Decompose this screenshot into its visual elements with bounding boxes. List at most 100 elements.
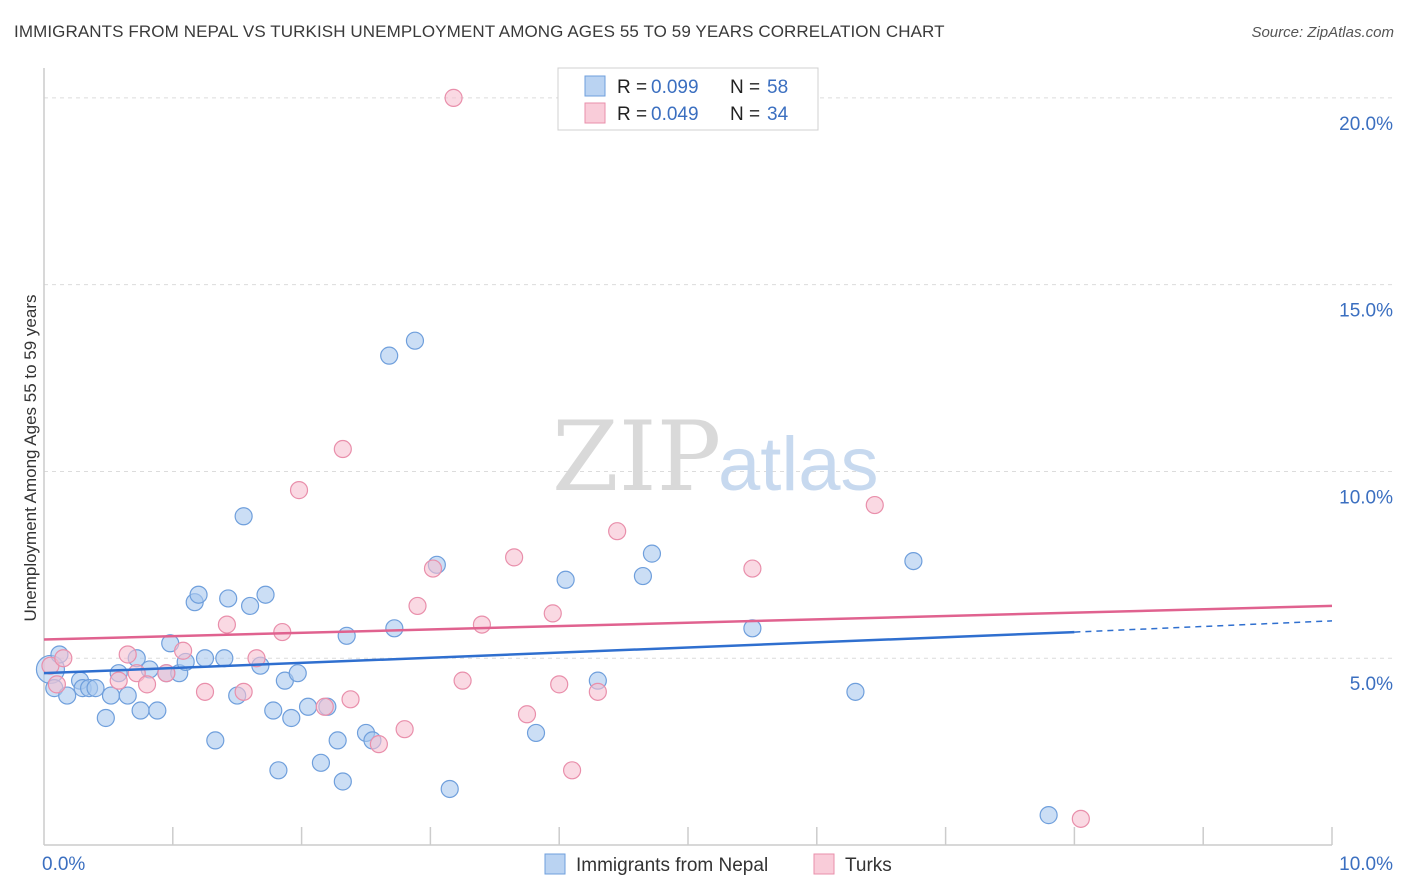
turks-point [423, 559, 443, 578]
turks-point [472, 615, 492, 634]
turks-point [517, 705, 537, 724]
turks-point [137, 675, 157, 694]
turks-point [543, 604, 562, 623]
turks-point [608, 522, 627, 541]
trend-layer [43, 604, 1333, 675]
watermark-atlas: atlas [718, 422, 879, 507]
source-label: Source: ZipAtlas.com [1251, 24, 1394, 41]
grid [44, 97, 1394, 659]
bottom-legend: Immigrants from Nepal Turks [544, 853, 892, 876]
bottom-legend-swatch-turks [813, 853, 835, 875]
legend-n-label-turks: N = [730, 104, 760, 125]
nepal-point [311, 753, 331, 772]
nepal-point [282, 708, 301, 728]
turks-point [217, 615, 236, 634]
turks-point [408, 596, 427, 616]
chart-title: IMMIGRANTS FROM NEPAL VS TURKISH UNEMPLO… [14, 22, 945, 41]
nepal-point [846, 682, 865, 701]
legend-r-label-nepal: R = [617, 77, 647, 98]
nepal-point [328, 731, 347, 750]
nepal-point [206, 731, 225, 750]
nepal-point [1039, 806, 1058, 825]
nepal-point [298, 697, 318, 716]
turks-point [395, 720, 414, 739]
nepal-point [526, 723, 546, 743]
nepal-point [256, 585, 275, 604]
bottom-legend-label-nepal: Immigrants from Nepal [576, 855, 768, 876]
turks-point [54, 649, 73, 668]
turks-point [588, 682, 607, 701]
turks-point [333, 439, 352, 459]
turks-point [743, 559, 762, 578]
nepal-point [642, 544, 662, 563]
nepal-point [86, 679, 105, 698]
nepal-point [633, 566, 653, 586]
turks-point [453, 671, 472, 690]
y-tick-labels: 5.0% 10.0% 15.0% 20.0% [1339, 114, 1393, 695]
nepal-point [131, 701, 150, 720]
nepal-trend-line [43, 630, 1075, 675]
nepal-point [337, 626, 356, 645]
legend-n-value-turks: 34 [767, 104, 789, 125]
y-tick-label: 20.0% [1339, 114, 1393, 135]
watermark-zip: ZIP [552, 401, 721, 513]
points-layer [35, 88, 1090, 828]
turks-point [444, 88, 463, 107]
nepal-point [240, 596, 260, 616]
nepal-point [195, 649, 215, 668]
nepal-point [234, 507, 253, 526]
nepal-point [215, 649, 234, 668]
nepal-point [405, 331, 425, 350]
legend-r-value-nepal: 0.099 [651, 77, 699, 98]
nepal-point [96, 708, 115, 728]
turks-point [247, 649, 266, 668]
nepal-point [385, 619, 404, 638]
nepal-point [148, 701, 167, 720]
nepal-point [333, 772, 352, 791]
turks-point [47, 675, 66, 694]
legend-r-label-turks: R = [617, 104, 647, 125]
turks-point [562, 761, 582, 780]
nepal-trend-extension [1074, 620, 1333, 633]
nepal-point [288, 664, 307, 683]
legend-n-value-nepal: 58 [767, 77, 788, 98]
turks-point [234, 682, 253, 701]
turks-point [174, 641, 193, 660]
y-tick-label: 15.0% [1339, 301, 1393, 322]
legend-swatch-turks [584, 102, 606, 124]
turks-point [315, 697, 334, 716]
turks-point [505, 548, 524, 567]
turks-point [865, 495, 884, 515]
y-axis-label: Unemployment Among Ages 55 to 59 years [21, 295, 40, 622]
nepal-point [219, 589, 238, 608]
nepal-point [269, 761, 288, 780]
nepal-point [904, 551, 923, 571]
nepal-point [58, 686, 77, 705]
x-ticks [172, 827, 1333, 845]
turks-point [109, 671, 128, 690]
turks-trend-line [43, 604, 1333, 641]
legend-n-label-nepal: N = [730, 77, 760, 98]
bottom-legend-label-turks: Turks [845, 855, 892, 876]
turks-point [369, 735, 388, 754]
nepal-point [189, 585, 208, 604]
x-tick-label-max: 10.0% [1339, 854, 1393, 875]
turks-point [289, 481, 309, 500]
turks-point [341, 690, 360, 709]
legend-r-value-turks: 0.049 [651, 104, 699, 125]
turks-point [118, 645, 137, 664]
legend: R = 0.099 N = 58 R = 0.049 N = 34 [557, 67, 819, 131]
nepal-point [101, 686, 121, 705]
y-tick-label: 5.0% [1350, 674, 1393, 695]
turks-point [550, 675, 569, 694]
nepal-point [118, 686, 137, 705]
nepal-point [556, 570, 575, 589]
y-tick-label: 10.0% [1339, 487, 1393, 508]
legend-swatch-nepal [584, 75, 606, 97]
turks-point [1071, 809, 1090, 828]
nepal-point [380, 346, 399, 365]
bottom-legend-swatch-nepal [544, 853, 566, 875]
nepal-point [264, 701, 283, 720]
nepal-point [440, 779, 459, 799]
